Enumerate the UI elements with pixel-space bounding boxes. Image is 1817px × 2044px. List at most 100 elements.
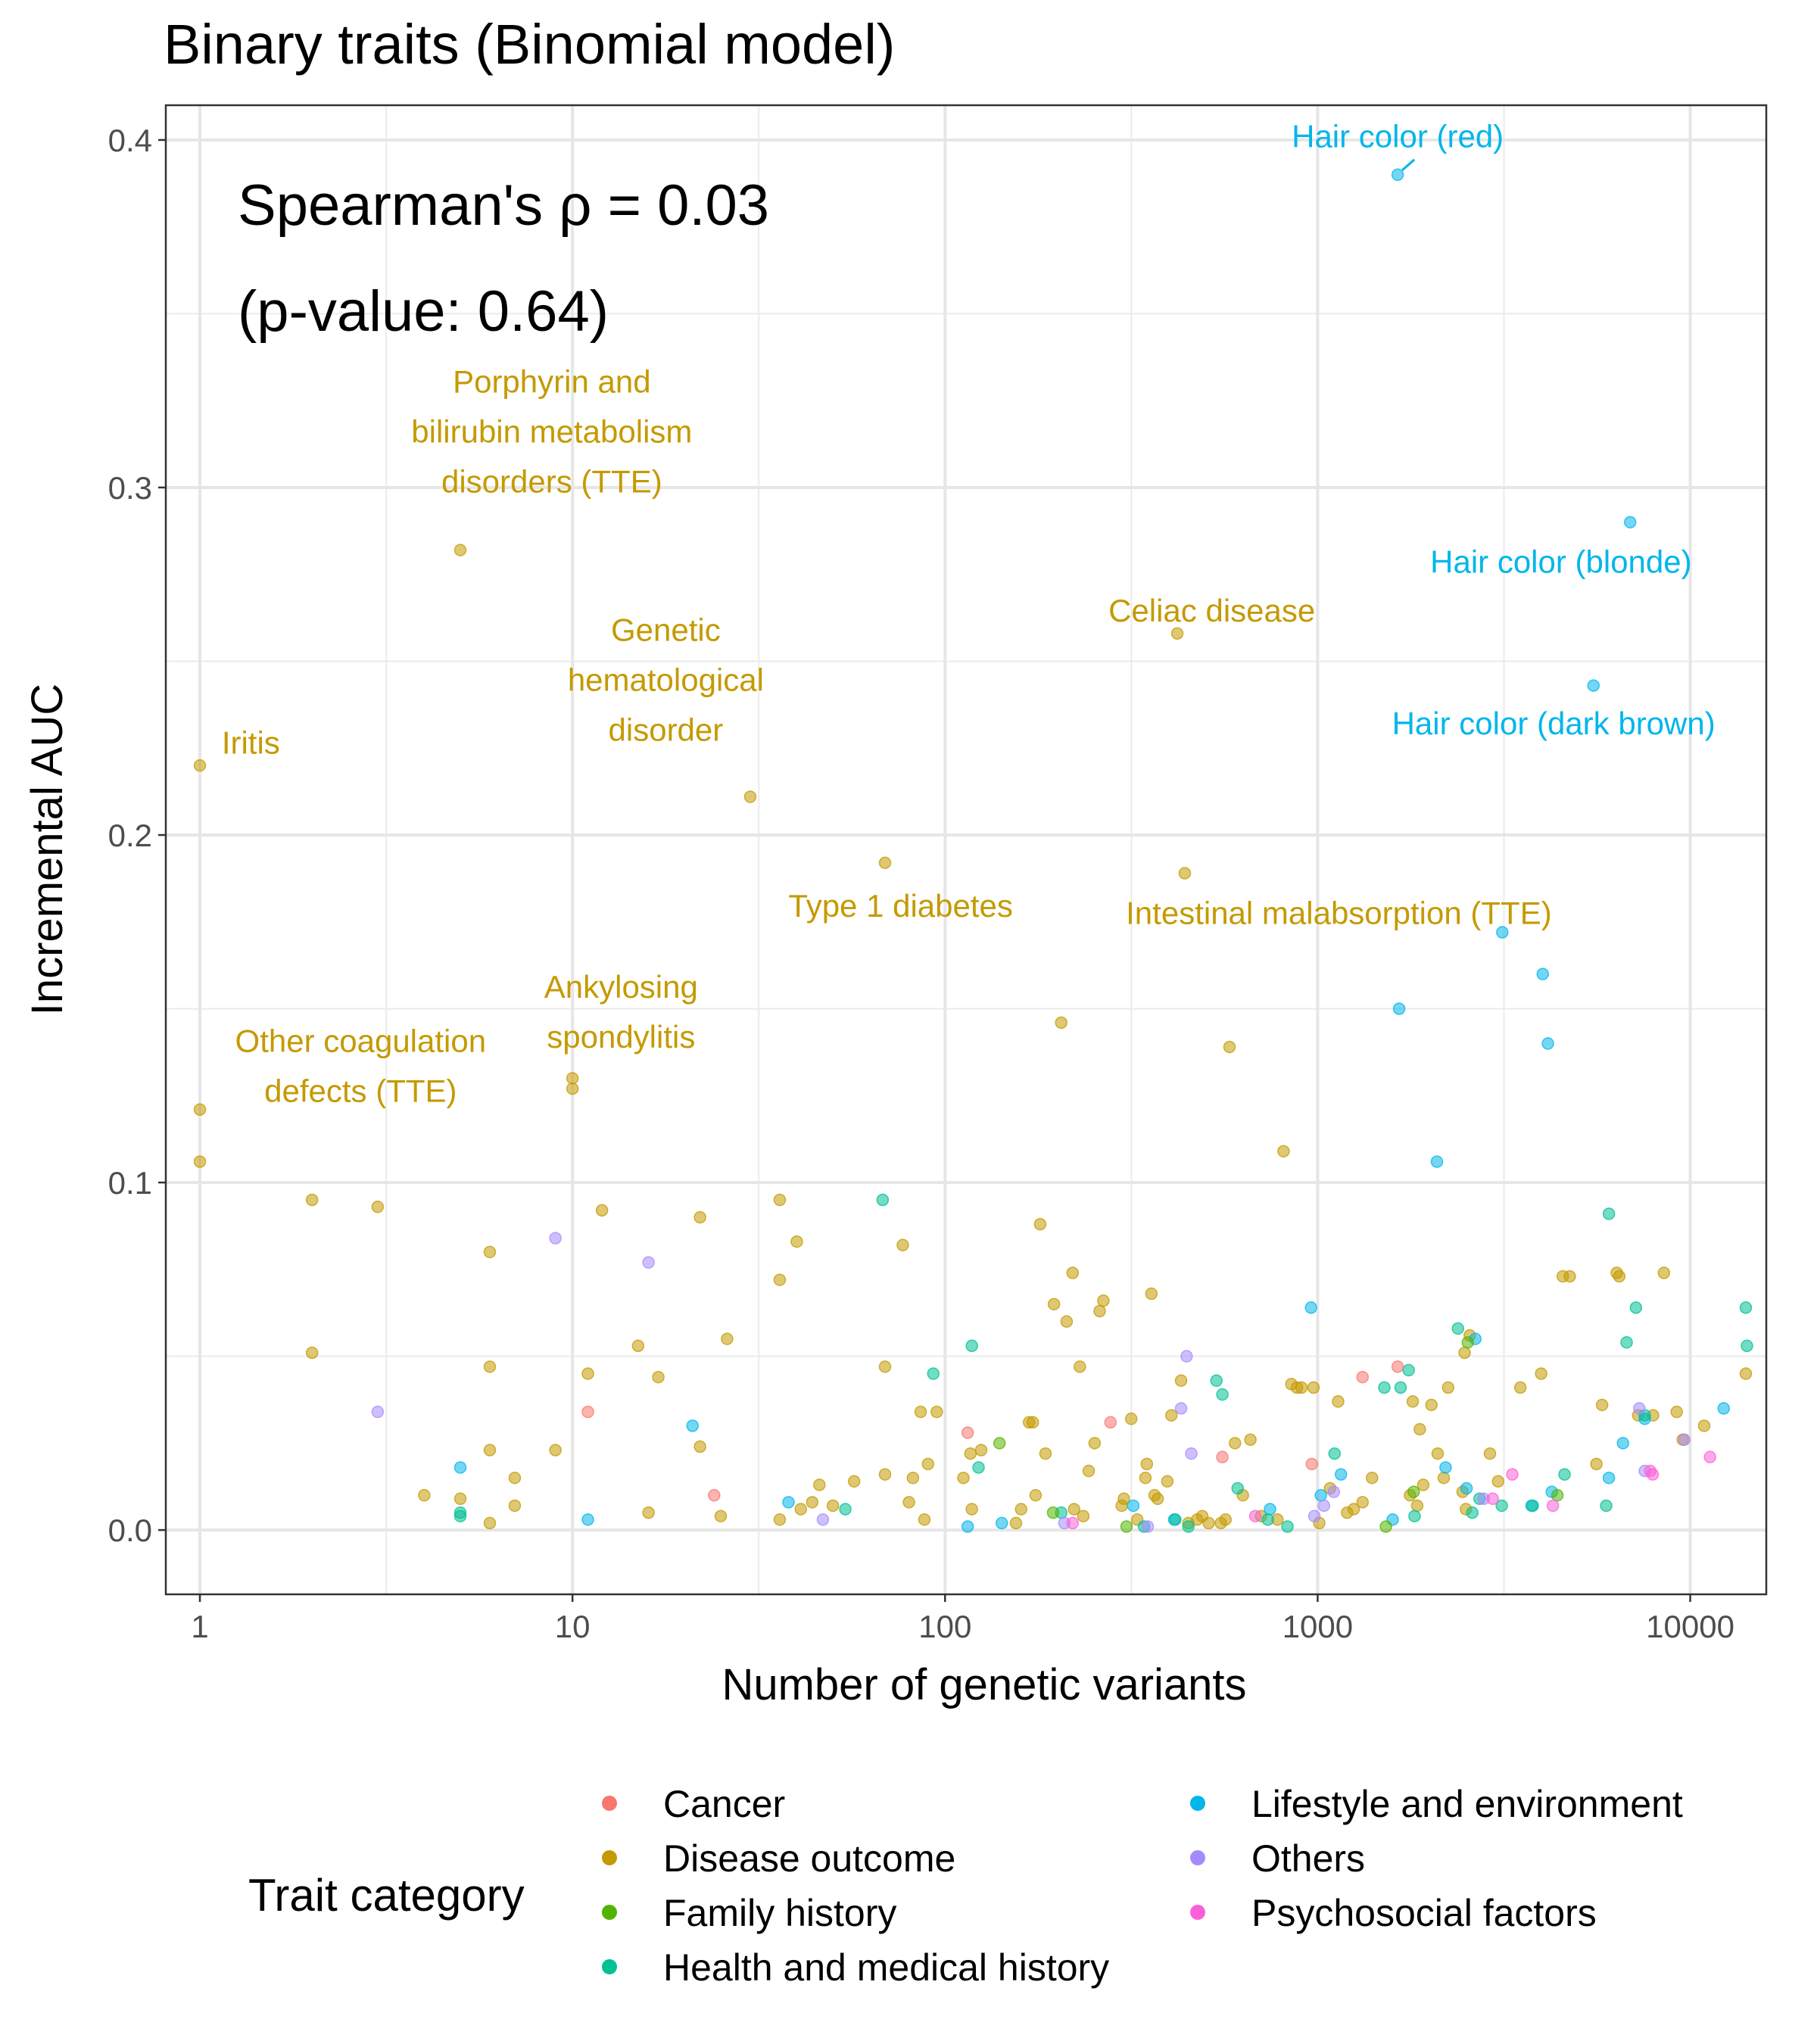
annotation-label: Genetic hematological disorder xyxy=(568,612,764,748)
data-point-disease xyxy=(906,1471,920,1485)
data-point-others xyxy=(371,1405,385,1419)
y-tick-label: 0.2 xyxy=(108,818,152,853)
data-point-disease xyxy=(642,1506,655,1519)
data-point-disease xyxy=(1244,1433,1257,1446)
legend-label-cancer: Cancer xyxy=(663,1783,785,1825)
legend-label-others: Others xyxy=(1251,1837,1365,1880)
data-point-cancer xyxy=(1356,1370,1370,1384)
data-point-health xyxy=(1328,1447,1341,1460)
data-point-disease xyxy=(902,1496,915,1509)
stat-line: (p-value: 0.64) xyxy=(238,279,609,344)
data-point-disease xyxy=(1014,1503,1027,1516)
legend-swatch-disease xyxy=(602,1850,617,1865)
annotation-line: hematological xyxy=(568,662,764,698)
data-point-disease xyxy=(721,1332,734,1345)
data-point-disease xyxy=(1047,1298,1061,1310)
annotation-label: Celiac disease xyxy=(1108,593,1315,628)
data-point-family xyxy=(1120,1520,1133,1533)
data-point-lifestyle xyxy=(1496,926,1509,939)
annotation-line: Hair color (dark brown) xyxy=(1392,706,1716,741)
data-point-lifestyle xyxy=(1430,1155,1444,1168)
data-point-lifestyle xyxy=(1334,1468,1348,1481)
data-point-others xyxy=(1317,1499,1331,1513)
data-point-disease xyxy=(1431,1447,1445,1460)
data-point-disease xyxy=(508,1471,522,1485)
annotation-label: Intestinal malabsorption (TTE) xyxy=(1126,895,1552,930)
annotation-line: bilirubin metabolism xyxy=(411,414,692,450)
data-point-family xyxy=(1551,1488,1564,1502)
data-points xyxy=(193,168,1753,1533)
data-point-disease xyxy=(1202,1516,1215,1530)
data-point-lifestyle xyxy=(1460,1482,1473,1495)
data-point-disease xyxy=(1074,1360,1086,1373)
data-point-disease xyxy=(453,1492,467,1506)
data-point-disease xyxy=(193,1103,207,1116)
legend-swatch-family xyxy=(602,1905,617,1920)
data-point-cancer xyxy=(1216,1450,1229,1463)
data-point-disease xyxy=(743,790,757,803)
data-point-disease xyxy=(1088,1437,1102,1450)
panel-border xyxy=(164,104,1768,1596)
data-point-disease xyxy=(1228,1437,1242,1450)
data-point-health xyxy=(1169,1513,1182,1526)
data-point-disease xyxy=(773,1193,787,1207)
data-point-cancer xyxy=(961,1426,974,1439)
data-point-disease xyxy=(1082,1464,1095,1478)
data-point-lifestyle xyxy=(1717,1402,1731,1415)
data-point-lifestyle xyxy=(1392,1002,1406,1015)
data-point-disease xyxy=(1055,1016,1067,1030)
annotation-label: Porphyrin and bilirubin metabolism disorde… xyxy=(411,364,692,500)
data-point-lifestyle xyxy=(686,1419,699,1432)
data-point-disease xyxy=(1483,1447,1497,1460)
data-point-disease xyxy=(483,1245,497,1259)
data-point-disease xyxy=(1178,867,1192,880)
data-point-others xyxy=(1174,1402,1188,1415)
data-point-disease xyxy=(566,1072,579,1085)
data-point-lifestyle xyxy=(1587,679,1600,692)
data-point-disease xyxy=(1332,1394,1345,1408)
data-point-health xyxy=(1231,1482,1245,1495)
legend-label-disease: Disease outcome xyxy=(663,1837,955,1880)
data-point-disease xyxy=(1417,1478,1430,1491)
data-point-lifestyle xyxy=(1623,516,1637,529)
data-point-disease xyxy=(918,1513,931,1526)
data-point-disease xyxy=(1590,1457,1603,1471)
data-point-disease xyxy=(1535,1367,1547,1380)
data-point-disease xyxy=(878,1360,892,1373)
data-point-disease xyxy=(652,1370,665,1384)
data-point-disease xyxy=(1039,1447,1052,1460)
data-point-disease xyxy=(1458,1346,1471,1360)
data-point-disease xyxy=(1406,1394,1420,1408)
data-point-health xyxy=(453,1510,467,1522)
data-point-disease xyxy=(566,1082,579,1095)
legend-swatch-others xyxy=(1190,1850,1205,1865)
data-point-health xyxy=(1182,1520,1195,1533)
legend-swatch-cancer xyxy=(602,1796,617,1811)
data-point-others xyxy=(549,1232,562,1245)
annotation-label: Type 1 diabetes xyxy=(788,888,1013,924)
data-point-others xyxy=(1141,1520,1155,1533)
data-point-disease xyxy=(790,1235,803,1248)
data-point-disease xyxy=(549,1444,562,1457)
data-point-health xyxy=(1402,1363,1415,1377)
data-point-lifestyle xyxy=(1314,1488,1327,1502)
data-point-health xyxy=(1739,1301,1753,1314)
data-point-lifestyle xyxy=(961,1520,974,1533)
data-point-disease xyxy=(974,1444,988,1457)
data-point-psycho xyxy=(1546,1499,1560,1513)
plot-panel xyxy=(164,104,1768,1596)
annotation-line: Other coagulation xyxy=(235,1023,487,1058)
x-tick-label: 1000 xyxy=(1282,1609,1353,1644)
data-point-disease xyxy=(1009,1516,1023,1530)
data-point-lifestyle xyxy=(453,1461,467,1474)
data-point-health xyxy=(1408,1510,1421,1522)
data-point-disease xyxy=(581,1367,594,1380)
data-point-disease xyxy=(1613,1270,1626,1283)
data-point-disease xyxy=(1425,1398,1438,1412)
data-point-health xyxy=(1600,1499,1613,1513)
data-point-disease xyxy=(371,1200,385,1214)
data-point-health xyxy=(1629,1301,1643,1314)
data-point-psycho xyxy=(1248,1510,1262,1522)
annotation-line: Iritis xyxy=(222,724,280,760)
data-point-health xyxy=(876,1193,890,1207)
